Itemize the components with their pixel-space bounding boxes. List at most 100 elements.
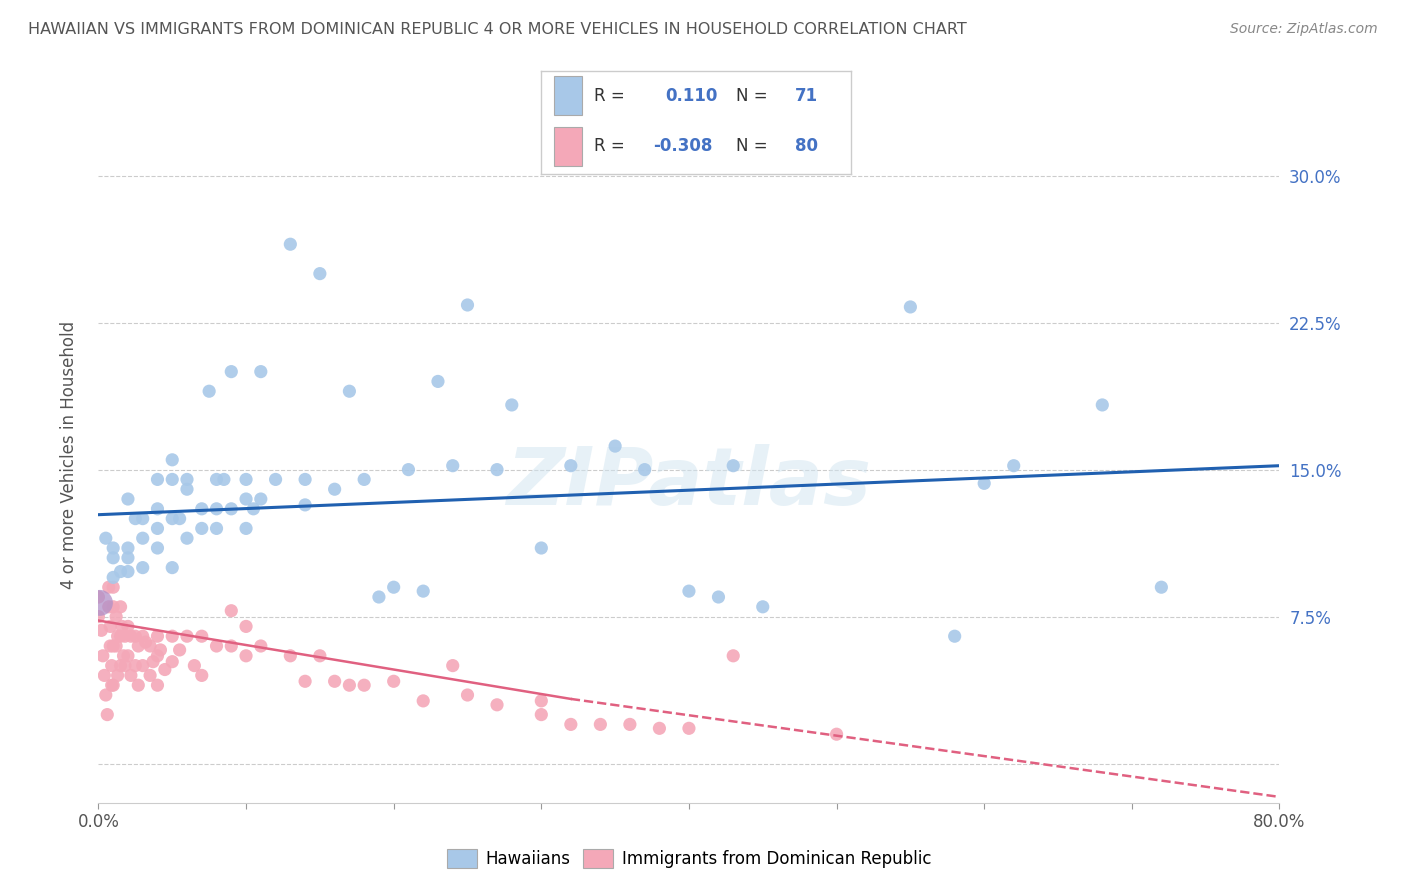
Point (427, 375, 450, 389)
Point (530, 694, 553, 708)
Point (294, 674, 316, 689)
Point (560, 717, 582, 731)
FancyBboxPatch shape (554, 77, 582, 115)
Point (103, 580, 125, 594)
Point (605, 439, 627, 453)
Point (943, 629, 966, 643)
Point (619, 717, 641, 731)
Point (120, 629, 142, 643)
Point (87, 590, 110, 604)
Text: HAWAIIAN VS IMMIGRANTS FROM DOMINICAN REPUBLIC 4 OR MORE VEHICLES IN HOUSEHOLD C: HAWAIIAN VS IMMIGRANTS FROM DOMINICAN RE… (28, 22, 967, 37)
Point (191, 501, 214, 516)
Point (353, 678, 375, 692)
Point (103, 639, 125, 653)
Point (219, 604, 242, 618)
Text: R =: R = (593, 87, 624, 105)
Text: R =: R = (593, 137, 624, 155)
Point (97, 580, 120, 594)
Legend: Hawaiians, Immigrants from Dominican Republic: Hawaiians, Immigrants from Dominican Rep… (440, 842, 938, 874)
Point (205, 521, 228, 535)
Point (114, 629, 136, 643)
Point (117, 565, 139, 579)
Point (132, 658, 155, 673)
Point (396, 462, 419, 476)
Point (146, 521, 169, 535)
Point (751, 599, 773, 614)
Point (162, 472, 183, 486)
Point (264, 472, 287, 486)
Point (132, 531, 155, 545)
Point (973, 476, 995, 491)
Point (191, 521, 214, 535)
Point (456, 688, 478, 702)
Point (294, 498, 316, 512)
Point (135, 635, 157, 649)
Point (98, 619, 121, 633)
Point (723, 648, 745, 663)
Point (242, 501, 264, 516)
Point (162, 655, 183, 669)
Point (191, 629, 214, 643)
Point (110, 629, 132, 643)
Point (707, 590, 730, 604)
Point (309, 267, 332, 281)
Point (441, 658, 464, 673)
Point (368, 590, 391, 604)
FancyBboxPatch shape (554, 127, 582, 166)
Point (124, 629, 146, 643)
Point (107, 629, 129, 643)
Point (117, 541, 139, 555)
Point (103, 599, 125, 614)
Point (250, 491, 273, 506)
Point (162, 511, 183, 525)
Point (100, 678, 122, 692)
Point (146, 501, 169, 516)
Point (176, 531, 198, 545)
Text: N =: N = (737, 87, 768, 105)
Point (219, 639, 242, 653)
Point (176, 629, 198, 643)
Point (486, 698, 509, 712)
Point (278, 648, 302, 663)
Point (191, 668, 214, 682)
Point (212, 472, 235, 486)
Point (162, 452, 183, 467)
Point (94, 688, 117, 702)
Point (146, 541, 169, 555)
Point (648, 722, 671, 736)
Point (153, 663, 176, 677)
Point (90, 624, 112, 638)
Point (111, 619, 134, 633)
Point (678, 584, 700, 599)
Point (94, 531, 117, 545)
Point (96, 707, 118, 722)
Point (117, 491, 139, 506)
Point (127, 678, 149, 692)
Point (339, 678, 360, 692)
Point (723, 458, 745, 473)
Point (309, 648, 332, 663)
Point (98, 639, 121, 653)
Point (103, 541, 125, 555)
Point (105, 609, 128, 624)
Point (235, 491, 257, 506)
Point (412, 694, 434, 708)
Point (183, 658, 205, 673)
Y-axis label: 4 or more Vehicles in Household: 4 or more Vehicles in Household (59, 321, 77, 589)
Point (105, 639, 128, 653)
Point (589, 717, 612, 731)
Point (132, 560, 155, 574)
Point (97, 599, 120, 614)
Point (456, 298, 478, 312)
Point (235, 619, 257, 633)
Point (169, 511, 191, 525)
Point (1091, 398, 1114, 412)
Point (278, 237, 302, 252)
Point (146, 472, 169, 486)
Point (120, 668, 142, 682)
Point (107, 668, 129, 682)
Point (339, 384, 360, 399)
Point (124, 658, 146, 673)
Point (353, 472, 375, 486)
Point (1150, 580, 1173, 594)
